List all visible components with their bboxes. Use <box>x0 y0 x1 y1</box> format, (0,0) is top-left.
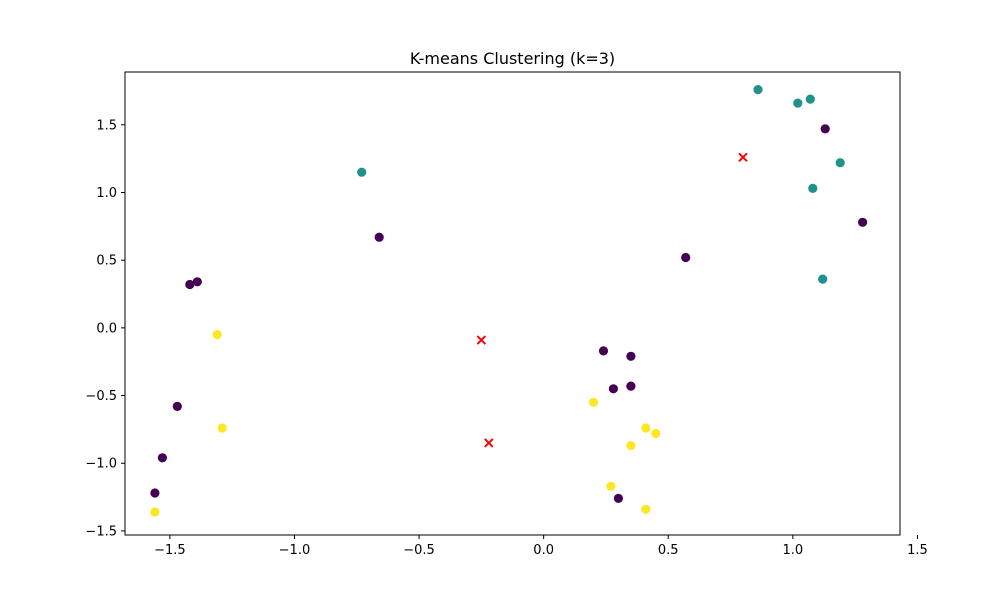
centroid-marker <box>484 438 494 448</box>
centroids-layer <box>476 152 748 448</box>
centroid-stroke <box>476 335 487 345</box>
data-point <box>613 493 624 503</box>
data-point <box>835 158 845 168</box>
y-tick-label: 0.0 <box>96 321 117 336</box>
x-tick-label: 0.0 <box>533 543 554 558</box>
centroid-marker <box>476 335 487 345</box>
chart-title: K-means Clustering (k=3) <box>410 49 615 68</box>
data-point <box>606 481 616 491</box>
y-tick-label: −1.5 <box>85 524 117 539</box>
centroid-stroke <box>738 152 748 162</box>
data-point <box>150 507 160 517</box>
data-point <box>357 167 367 177</box>
data-point <box>651 428 661 439</box>
data-point <box>185 279 195 290</box>
centroid-marker <box>738 152 748 162</box>
data-point <box>681 252 691 263</box>
data-point <box>818 274 828 284</box>
x-axis: −1.5 −1.0 −0.5 0.0 0.5 1.0 1.5 <box>154 535 928 558</box>
data-point <box>212 330 222 340</box>
data-point <box>753 85 763 95</box>
data-point <box>172 401 182 411</box>
data-point <box>374 232 384 242</box>
x-tick-label: −0.5 <box>403 543 435 558</box>
data-point <box>598 346 609 356</box>
data-point <box>641 504 651 514</box>
y-tick-label: −0.5 <box>85 389 117 404</box>
y-axis: −1.5 −1.0 −0.5 0.0 0.5 1.0 1.5 <box>85 118 125 539</box>
x-tick-label: −1.0 <box>279 543 311 558</box>
centroid-stroke <box>484 438 494 448</box>
data-point <box>626 441 636 451</box>
data-point <box>793 98 803 108</box>
x-tick-label: 1.5 <box>907 543 928 558</box>
data-point <box>805 94 815 104</box>
data-point <box>626 351 636 361</box>
data-point <box>858 217 868 227</box>
y-tick-label: 0.5 <box>96 254 117 269</box>
y-tick-label: −1.0 <box>85 457 117 472</box>
data-point <box>157 453 167 463</box>
y-tick-label: 1.5 <box>96 118 117 133</box>
x-tick-label: −1.5 <box>154 543 186 558</box>
data-point <box>588 397 599 407</box>
points-layer <box>150 85 868 517</box>
data-point <box>626 381 636 391</box>
data-point <box>808 183 818 193</box>
data-point <box>217 423 227 433</box>
x-tick-label: 1.0 <box>783 543 804 558</box>
data-point <box>192 277 202 287</box>
data-point <box>608 384 619 394</box>
data-point <box>820 124 830 134</box>
y-tick-label: 1.0 <box>96 186 117 201</box>
data-point <box>641 423 651 433</box>
plot-frame <box>124 71 901 536</box>
x-tick-label: 0.5 <box>658 543 679 558</box>
data-point <box>150 488 160 498</box>
